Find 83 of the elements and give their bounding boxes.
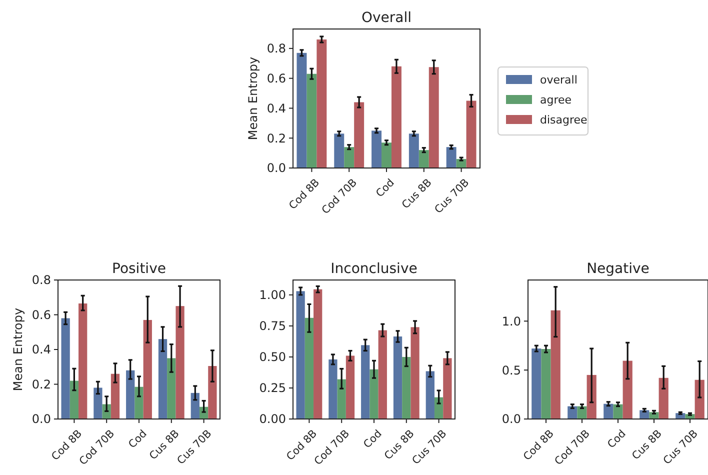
legend-label: agree [540, 93, 572, 106]
bar [78, 303, 88, 419]
bar [296, 52, 307, 168]
bar [70, 380, 79, 419]
bar [694, 380, 704, 419]
bar [134, 386, 144, 419]
bar [346, 356, 355, 419]
bar [586, 374, 596, 419]
legend-label: overall [540, 73, 578, 86]
chart-title: Overall [361, 10, 412, 26]
bar [158, 339, 168, 419]
bar [314, 289, 322, 419]
bar [296, 291, 305, 419]
bar [94, 388, 102, 419]
bar [426, 371, 434, 419]
chart-title: Negative [586, 261, 650, 277]
y-tick-label: 0.2 [32, 377, 51, 392]
bar [577, 406, 587, 419]
bar [378, 330, 387, 419]
y-tick-label: 0.75 [259, 319, 286, 334]
bar [328, 359, 338, 419]
bar [190, 392, 200, 419]
bar [143, 320, 152, 419]
y-tick-label: 0.25 [259, 381, 286, 396]
bar [466, 100, 476, 168]
chart-title: Inconclusive [330, 261, 418, 277]
bar [418, 150, 429, 168]
bar [443, 358, 452, 419]
bar [354, 102, 364, 168]
x-tick-label: Cus 8B [400, 176, 434, 212]
y-tick-label: 0.4 [266, 101, 286, 116]
bar [382, 142, 392, 168]
bar [613, 404, 623, 419]
bar [428, 67, 439, 168]
bar [167, 358, 176, 419]
bar [446, 147, 456, 168]
bar [568, 406, 578, 419]
y-tick-label: 0.4 [32, 342, 51, 357]
bar [402, 356, 411, 419]
y-axis-title: Mean Entropy [246, 56, 260, 140]
bar [372, 130, 382, 168]
y-axis-title: Mean Entropy [11, 308, 25, 392]
y-tick-label: 0.8 [266, 42, 286, 56]
bar [61, 318, 70, 419]
bar [208, 366, 217, 419]
bar [541, 349, 551, 419]
bar [391, 66, 402, 168]
y-tick-label: 0.0 [266, 161, 286, 176]
y-tick-label: 0.6 [32, 308, 51, 322]
bar [344, 147, 354, 168]
bar [393, 336, 402, 419]
y-tick-label: 0.8 [32, 273, 51, 288]
y-tick-label: 1.00 [259, 288, 286, 302]
y-tick-label: 0.5 [502, 363, 521, 378]
bar [316, 39, 327, 168]
bar [361, 345, 370, 419]
bar [337, 379, 346, 419]
bar [550, 310, 560, 419]
legend-label: disagree [540, 113, 588, 126]
x-tick-label: Cus 70B [432, 176, 472, 216]
chart-title: Positive [112, 261, 166, 277]
bar [176, 306, 184, 419]
bar [410, 327, 420, 419]
bar [532, 348, 542, 419]
y-tick-label: 1.0 [502, 314, 521, 328]
bar [640, 410, 650, 419]
y-tick-label: 0.6 [266, 72, 286, 86]
bar [604, 404, 614, 419]
bar [304, 318, 314, 419]
bar [434, 397, 444, 419]
bar [658, 378, 668, 419]
y-tick-label: 0.2 [266, 131, 286, 146]
bar [126, 370, 135, 419]
y-tick-label: 0.0 [32, 412, 51, 426]
y-tick-label: 0.00 [259, 412, 286, 426]
bar [334, 134, 344, 168]
bar [622, 360, 632, 419]
bar [306, 74, 317, 168]
bar [370, 369, 378, 419]
y-tick-label: 0.50 [259, 350, 286, 364]
y-tick-label: 0.0 [502, 412, 521, 426]
bar [408, 134, 419, 168]
bar [110, 374, 120, 419]
